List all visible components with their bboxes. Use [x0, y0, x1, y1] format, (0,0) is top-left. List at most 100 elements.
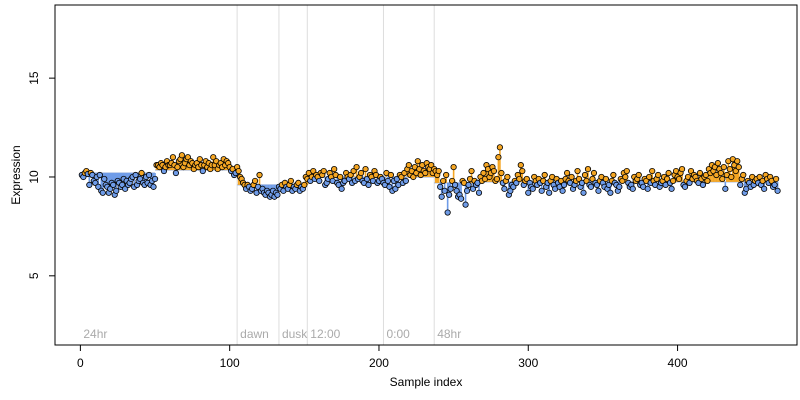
data-point [465, 181, 472, 188]
data-point [559, 187, 566, 194]
data-point [563, 169, 571, 177]
data-point [132, 171, 139, 179]
data-point [495, 154, 502, 161]
axes-layer: 0 100 200 300 400 5 10 15 [27, 71, 688, 370]
data-point [178, 152, 186, 159]
data-point [402, 177, 409, 185]
data-point [629, 185, 636, 192]
data-point [387, 171, 395, 179]
data-point [196, 156, 203, 163]
data-point [771, 181, 778, 188]
data-point [546, 189, 553, 196]
data-point [174, 163, 181, 171]
data-point [504, 173, 511, 181]
data-point [719, 175, 726, 183]
data-point [480, 169, 487, 177]
region-label: 0:00 [386, 327, 410, 341]
data-point [740, 171, 747, 179]
data-point [145, 171, 153, 179]
data-point [490, 167, 498, 175]
region-label: dawn [240, 327, 269, 341]
data-point [735, 163, 742, 171]
data-point [151, 175, 159, 183]
region-label: 12:00 [310, 327, 340, 341]
data-point [568, 173, 575, 181]
data-point [422, 169, 429, 177]
data-point [96, 171, 103, 179]
data-point [538, 187, 545, 194]
data-point [541, 171, 548, 179]
y-tick-label: 5 [27, 272, 41, 279]
data-point [595, 187, 602, 194]
data-point [726, 165, 733, 173]
data-point [669, 177, 677, 185]
data-point [316, 177, 323, 185]
data-point [365, 181, 372, 188]
data-point [728, 173, 735, 181]
data-point [525, 189, 532, 196]
data-point [446, 191, 453, 198]
data-point [251, 177, 259, 185]
data-point [338, 185, 345, 192]
data-point [665, 169, 672, 177]
data-point [580, 189, 587, 196]
x-tick-label: 100 [220, 356, 240, 370]
data-point [463, 187, 471, 194]
data-point [450, 163, 457, 171]
data-point [101, 175, 108, 183]
data-point [644, 185, 651, 192]
data-point [301, 181, 308, 188]
data-point [772, 175, 780, 183]
data-point [438, 193, 445, 200]
data-point [496, 144, 504, 151]
data-point [475, 189, 483, 196]
data-point [646, 173, 653, 181]
data-point [362, 165, 369, 173]
data-point [357, 169, 365, 177]
data-point [441, 187, 448, 194]
data-point [681, 183, 689, 190]
data-point [493, 175, 501, 183]
region-label: dusk [282, 327, 308, 341]
region-labels-layer: 24hr dawn dusk 12:00 0:00 48hr [83, 327, 461, 341]
data-point [462, 201, 469, 208]
data-point [696, 169, 704, 177]
data-point [623, 167, 630, 175]
data-point [516, 175, 523, 183]
data-point [443, 171, 450, 179]
data-point [761, 185, 768, 192]
data-point [649, 167, 656, 175]
region-label: 24hr [83, 327, 107, 341]
data-point [405, 162, 412, 169]
data-point [678, 165, 686, 173]
data-point [110, 181, 117, 188]
data-point [138, 169, 145, 177]
data-point [607, 189, 614, 196]
data-point [616, 183, 623, 190]
data-point [452, 181, 459, 188]
data-point [587, 183, 595, 190]
data-point [435, 167, 442, 175]
data-point [574, 167, 581, 175]
data-point [501, 185, 508, 192]
x-tick-label: 0 [77, 356, 84, 370]
region-label: 48hr [437, 327, 461, 341]
data-point [774, 187, 781, 194]
data-point [717, 169, 724, 177]
data-point [610, 171, 617, 179]
data-point [384, 177, 392, 185]
data-point [655, 171, 662, 179]
data-point [590, 169, 598, 177]
data-point [699, 181, 707, 188]
data-point [468, 167, 475, 175]
data-point [517, 162, 524, 169]
data-point [581, 171, 589, 179]
data-point [722, 185, 729, 192]
data-point [635, 171, 642, 179]
data-point [447, 185, 454, 192]
data-point [737, 181, 744, 188]
x-tick-label: 400 [668, 356, 688, 370]
data-point [256, 171, 263, 179]
data-point [519, 167, 526, 175]
